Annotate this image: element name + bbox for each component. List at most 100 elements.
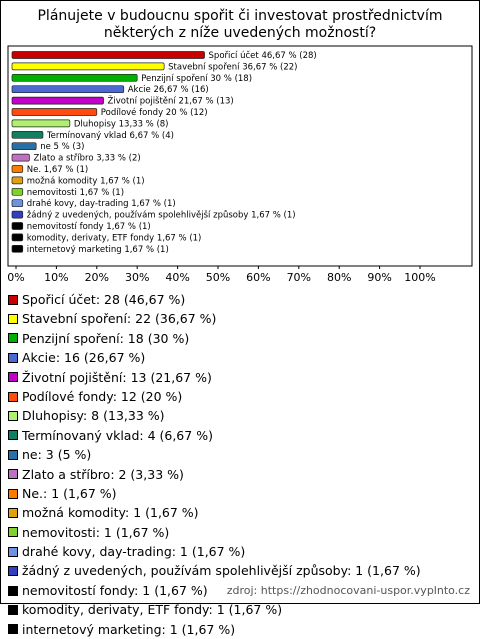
legend-label: ne: 3 (5 %) <box>22 447 92 463</box>
value-label: komodity, derivaty, ETF fondy 1,67 % (1) <box>27 233 202 243</box>
legend-swatch <box>8 411 18 422</box>
legend-swatch <box>8 430 18 441</box>
x-tick-label: 100% <box>404 271 435 284</box>
legend-label: Stavební spoření: 22 (36,67 %) <box>22 311 217 327</box>
legend-swatch <box>8 546 18 557</box>
x-tick-label: 90% <box>367 271 391 284</box>
legend-label: Spořicí účet: 28 (46,67 %) <box>22 292 186 307</box>
value-label: Ne. 1,67 % (1) <box>27 165 88 175</box>
bar <box>11 62 165 71</box>
legend-swatch <box>8 469 18 480</box>
value-label: Spořicí účet 46,67 % (28) <box>209 50 317 61</box>
legend-label: drahé kovy, day-trading: 1 (1,67 %) <box>22 544 246 560</box>
value-label: Penzijní spoření 30 % (18) <box>141 74 252 84</box>
x-tick-label: 10% <box>44 271 68 284</box>
value-label: ne 5 % (3) <box>40 142 84 152</box>
legend-item: Spořicí účet: 28 (46,67 %) <box>8 290 476 309</box>
legend-label: Akcie: 16 (26,67 %) <box>22 350 146 366</box>
legend-item: ne: 3 (5 %) <box>8 445 476 464</box>
x-tick-label: 70% <box>287 271 311 284</box>
chart-title: Plánujete v budoucnu spořit či investova… <box>37 8 443 41</box>
value-label: nemovitosti 1,67 % (1) <box>27 188 124 198</box>
legend-swatch <box>8 449 18 460</box>
x-tick-label: 30% <box>125 271 149 284</box>
legend-item: Akcie: 16 (26,67 %) <box>8 348 476 367</box>
legend-swatch <box>8 294 18 305</box>
legend-label: komodity, derivaty, ETF fondy: 1 (1,67 %… <box>22 602 283 618</box>
legend-label: Dluhopisy: 8 (13,33 %) <box>22 408 165 424</box>
value-label: Životní pojištění 21,67 % (13) <box>108 95 234 107</box>
bar <box>11 199 24 208</box>
legend-swatch <box>8 488 18 499</box>
legend-label: žádný z uvedených, používám spolehlivějš… <box>22 563 421 579</box>
bar <box>11 85 125 94</box>
legend-swatch <box>8 527 18 538</box>
source: zdroj: https://zhodnocovani-uspor.vyplnt… <box>226 584 470 597</box>
plot-frame <box>7 45 473 267</box>
legend-swatch <box>8 566 18 577</box>
x-tick-label: 0% <box>7 271 24 284</box>
x-tick-label: 80% <box>327 271 351 284</box>
legend-label: internetový marketing: 1 (1,67 %) <box>22 621 236 637</box>
bar <box>11 108 98 116</box>
x-tick-label: 60% <box>246 271 270 284</box>
legend-item: nemovitosti: 1 (1,67 %) <box>8 523 476 542</box>
legend-swatch <box>8 391 18 402</box>
legend-swatch <box>8 352 18 363</box>
legend-item: internetový marketing: 1 (1,67 %) <box>8 620 476 639</box>
legend-item: komodity, derivaty, ETF fondy: 1 (1,67 %… <box>8 600 476 619</box>
legend-label: Podílové fondy: 12 (20 %) <box>22 388 183 404</box>
value-label: Akcie 26,67 % (16) <box>128 85 209 95</box>
value-label: nemovitostí fondy 1,67 % (1) <box>27 222 151 232</box>
legend-item: Ne.: 1 (1,67 %) <box>8 484 476 503</box>
legend: Spořicí účet: 28 (46,67 %) Stavební spoře… <box>8 290 476 639</box>
legend-label: Penzijní spoření: 18 (30 %) <box>22 330 190 346</box>
bar <box>11 142 37 151</box>
bar <box>11 153 30 162</box>
value-label: Zlato a stříbro 3,33 % (2) <box>33 154 140 164</box>
value-label: Podílové fondy 20 % (12) <box>101 107 208 118</box>
value-label: Dluhopisy 13,33 % (8) <box>74 119 169 129</box>
bar <box>11 210 24 219</box>
legend-label: Životní pojištění: 13 (21,67 %) <box>22 369 212 385</box>
legend-item: možná komodity: 1 (1,67 %) <box>8 503 476 522</box>
x-tick-label: 20% <box>85 271 109 284</box>
legend-label: možná komodity: 1 (1,67 %) <box>22 505 199 521</box>
x-tick-label: 40% <box>165 271 189 284</box>
legend-swatch <box>8 507 18 518</box>
legend-swatch <box>8 314 18 325</box>
bar <box>11 51 205 59</box>
legend-item: Penzijní spoření: 18 (30 %) <box>8 329 476 348</box>
value-label: Stavební spoření 36,67 % (22) <box>168 62 297 72</box>
chart: 0% 10% 20% 30% 40% 50% 60% 70% 80% 90% 100% Spořicí… <box>7 45 473 284</box>
legend-item: Stavební spoření: 22 (36,67 %) <box>8 309 476 328</box>
legend-label: Zlato a stříbro: 2 (3,33 %) <box>22 466 184 482</box>
legend-item: Termínovaný vklad: 4 (6,67 %) <box>8 426 476 445</box>
value-label: možná komodity 1,67 % (1) <box>27 176 145 186</box>
bar <box>11 130 44 139</box>
legend-label: Termínovaný vklad: 4 (6,67 %) <box>22 427 213 443</box>
legend-item: Podílové fondy: 12 (20 %) <box>8 387 476 406</box>
legend-label: nemovitostí fondy: 1 (1,67 %) <box>22 582 208 598</box>
bar <box>11 187 24 196</box>
legend-item: drahé kovy, day-trading: 1 (1,67 %) <box>8 542 476 561</box>
bar <box>11 222 24 230</box>
legend-item: Životní pojištění: 13 (21,67 %) <box>8 368 476 387</box>
legend-item: Zlato a stříbro: 2 (3,33 %) <box>8 465 476 484</box>
bar <box>11 119 71 128</box>
legend-label: Ne.: 1 (1,67 %) <box>22 485 117 501</box>
value-label: žádný z uvedených, používám spolehlivějš… <box>27 210 296 221</box>
x-tick-label: 50% <box>206 271 230 284</box>
value-label: Termínovaný vklad 6,67 % (4) <box>46 131 174 141</box>
bar <box>11 73 138 82</box>
legend-item: Dluhopisy: 8 (13,33 %) <box>8 406 476 425</box>
bar <box>11 233 24 242</box>
bar <box>11 176 24 185</box>
legend-swatch <box>8 604 18 615</box>
legend-swatch <box>8 585 18 596</box>
legend-label: nemovitosti: 1 (1,67 %) <box>22 524 170 540</box>
legend-item: nemovitostí fondy: 1 (1,67 %) <box>8 581 476 600</box>
value-label: internetový marketing 1,67 % (1) <box>27 245 169 255</box>
legend-swatch <box>8 372 18 383</box>
legend-item: žádný z uvedených, používám spolehlivějš… <box>8 561 476 580</box>
